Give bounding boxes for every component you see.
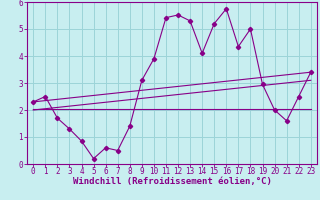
X-axis label: Windchill (Refroidissement éolien,°C): Windchill (Refroidissement éolien,°C) — [73, 177, 271, 186]
